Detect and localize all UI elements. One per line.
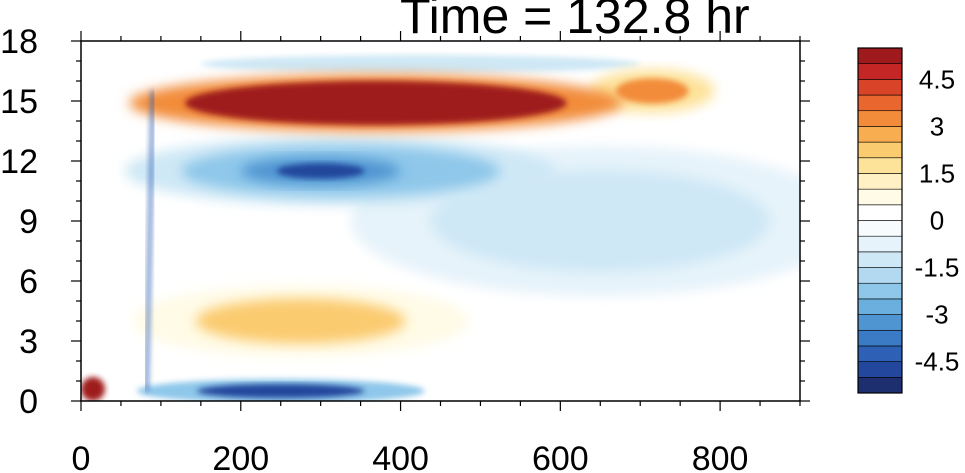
colorbar-box <box>857 110 903 127</box>
field-blob-upper-warm-layer <box>184 80 567 126</box>
colorbar-box <box>857 329 903 347</box>
colorbar-box <box>857 126 903 143</box>
colorbar-box <box>857 204 903 221</box>
y-tick-label: 3 <box>19 323 38 361</box>
colorbar-box <box>857 267 903 284</box>
colorbar-frame <box>857 47 903 394</box>
y-tick-label: 9 <box>19 203 38 241</box>
y-tick-label: 6 <box>19 263 38 301</box>
y-tick-label: 15 <box>0 83 38 121</box>
colorbar-box <box>857 282 903 300</box>
field-blob-upper-warm-tail <box>615 78 689 104</box>
colorbar: -4.5 -3 -1.5 0 1.5 3 4.5 <box>857 47 960 394</box>
colorbar-box <box>857 377 903 394</box>
colorbar-box <box>857 220 903 237</box>
field-blob-surface-warm-spot <box>81 377 105 401</box>
chart-title: Time = 132.8 hr <box>400 0 750 44</box>
field-blob-cool-diagonal <box>430 170 771 272</box>
x-tick-label: 0 <box>72 440 91 473</box>
y-tick-label: 12 <box>0 143 38 181</box>
field-blob-lower-warm-band <box>195 298 406 344</box>
y-tick-label: 18 <box>0 23 38 61</box>
field-blob-upper-cool-strip <box>200 55 641 73</box>
colorbar-box <box>857 251 903 268</box>
colorbar-label: 4.5 <box>919 64 955 94</box>
colorbar-box <box>857 47 903 64</box>
x-tick-label: 800 <box>692 440 749 473</box>
colorbar-box <box>857 141 903 159</box>
field-front-line <box>145 90 155 392</box>
colorbar-label: 1.5 <box>919 158 955 188</box>
heatmap-field <box>81 41 800 401</box>
colorbar-box <box>857 314 903 331</box>
x-tick-label: 200 <box>212 440 269 473</box>
y-axis: 0 3 6 9 12 15 18 <box>0 23 810 421</box>
colorbar-box <box>857 63 903 80</box>
field-blob-cool-core <box>276 163 365 179</box>
x-axis: 0 200 400 600 800 <box>72 31 801 473</box>
colorbar-label: 0 <box>930 206 944 236</box>
colorbar-box <box>857 79 903 96</box>
colorbar-label: -4.5 <box>915 347 960 377</box>
colorbar-label: -1.5 <box>915 253 960 283</box>
colorbar-box <box>857 157 903 174</box>
x-tick-label: 600 <box>532 440 589 473</box>
colorbar-box <box>857 298 903 315</box>
colorbar-label: -3 <box>925 300 948 330</box>
colorbar-box <box>857 345 903 362</box>
y-tick-label: 0 <box>19 383 38 421</box>
colorbar-label: 3 <box>930 111 944 141</box>
colorbar-box <box>857 94 903 112</box>
colorbar-box <box>857 361 903 378</box>
field-blob-surface-cool-layer <box>196 384 365 398</box>
colorbar-box <box>857 173 903 190</box>
x-tick-label: 400 <box>372 440 429 473</box>
colorbar-box <box>857 188 903 206</box>
colorbar-box <box>857 235 903 253</box>
